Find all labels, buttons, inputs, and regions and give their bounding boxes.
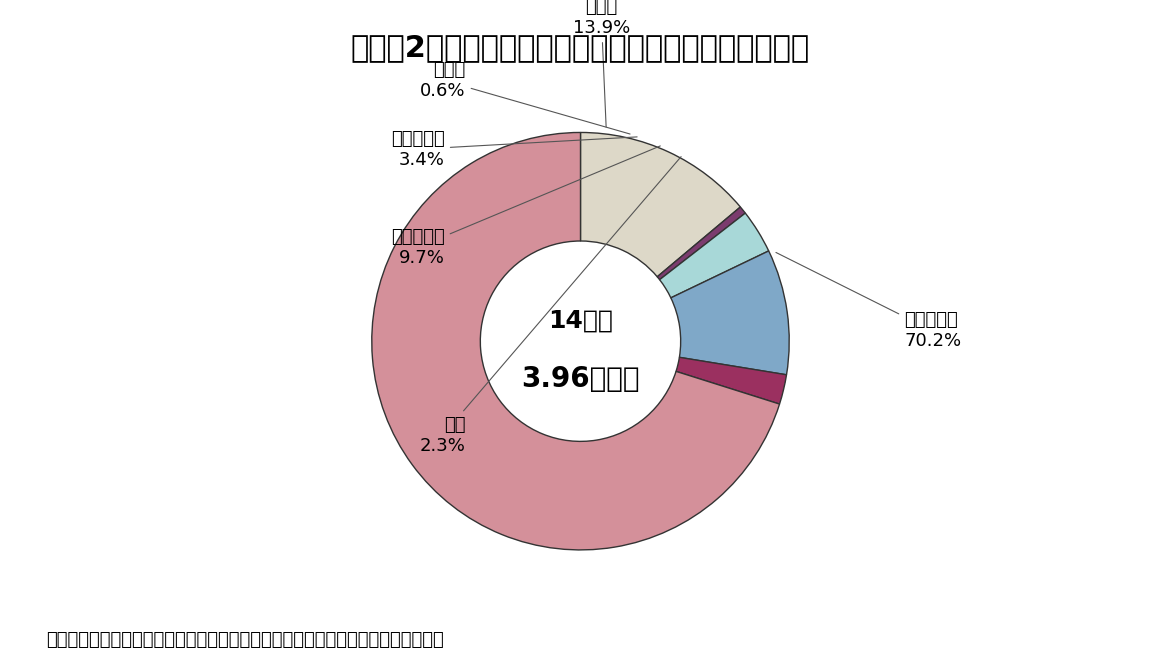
Wedge shape (659, 213, 769, 298)
Text: グラフ2　米国生保の投資ポートフォリオ（一般勘定）: グラフ2 米国生保の投資ポートフォリオ（一般勘定） (351, 33, 810, 62)
Wedge shape (657, 207, 745, 280)
Wedge shape (372, 132, 779, 550)
Text: 3.96兆ドル: 3.96兆ドル (521, 365, 640, 393)
Wedge shape (671, 251, 789, 375)
Wedge shape (676, 357, 786, 404)
Wedge shape (580, 132, 741, 277)
Text: 内外公社債
70.2%: 内外公社債 70.2% (776, 252, 961, 350)
Text: （資料）　日本銀行『国際比較統計』、米国生保協会『ファクトブック』より作成: （資料） 日本銀行『国際比較統計』、米国生保協会『ファクトブック』より作成 (46, 631, 445, 649)
Text: その他
13.9%: その他 13.9% (572, 0, 630, 127)
Text: 14年末: 14年末 (548, 308, 613, 332)
Text: 不動産
0.6%: 不動産 0.6% (420, 61, 630, 134)
Text: モーゲージ
9.7%: モーゲージ 9.7% (391, 146, 661, 267)
Text: 契約者貸付
3.4%: 契約者貸付 3.4% (391, 130, 637, 169)
Text: 株式
2.3%: 株式 2.3% (420, 157, 682, 454)
